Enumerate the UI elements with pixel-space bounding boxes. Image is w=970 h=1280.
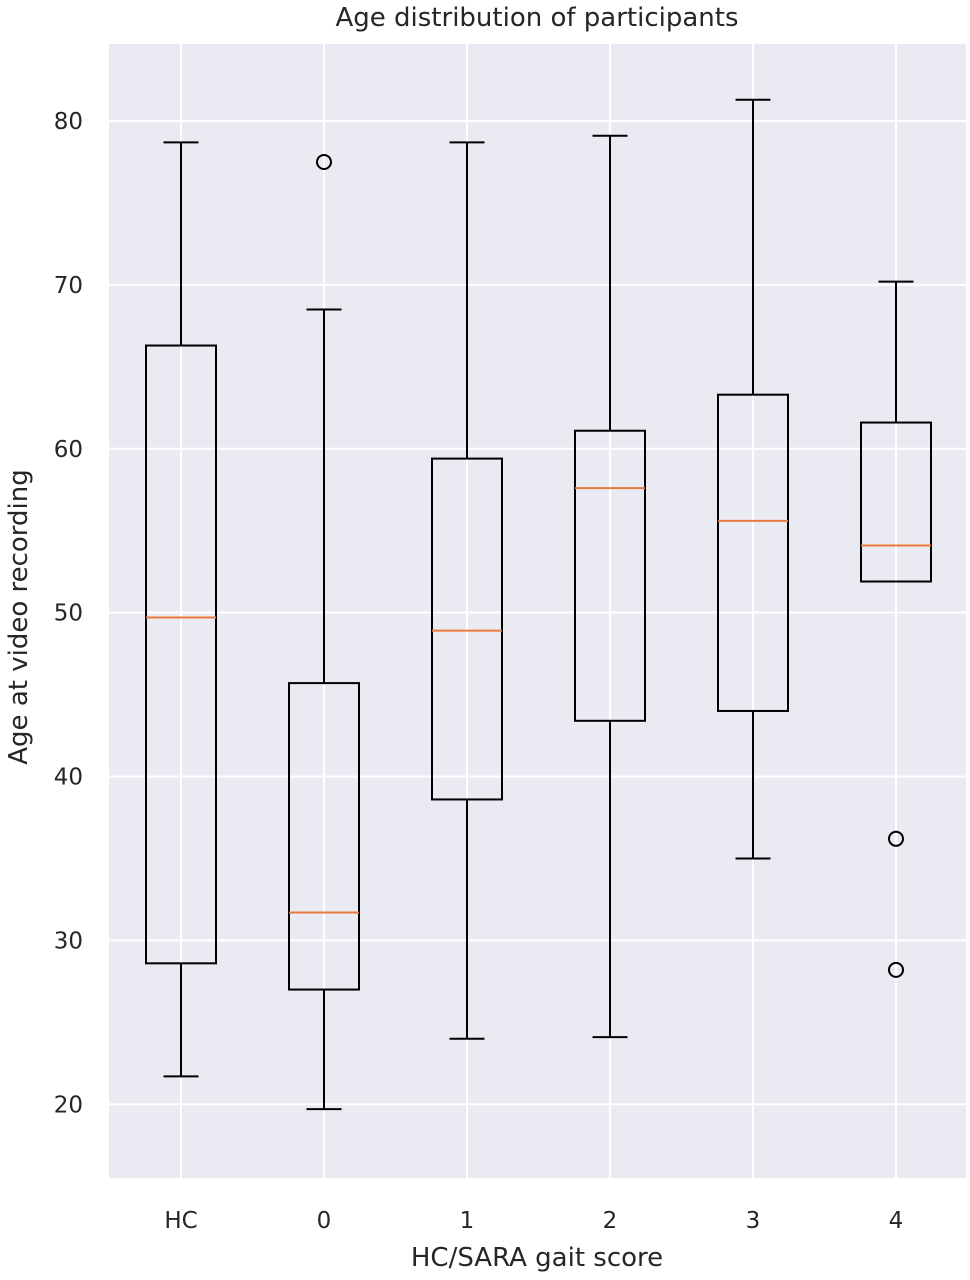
- box-HC: [145, 141, 217, 1078]
- x-tick-label: 1: [460, 1208, 475, 1234]
- x-tick-label: 4: [889, 1208, 904, 1234]
- x-tick-labels: HC 0 1 2 3 4: [164, 1208, 903, 1234]
- outlier-point: [888, 961, 904, 978]
- iqr-box: [288, 682, 360, 991]
- plot-background: [109, 44, 966, 1178]
- chart-title: Age distribution of participants: [335, 3, 738, 33]
- y-axis-label: Age at video recording: [4, 469, 34, 764]
- iqr-box: [574, 429, 646, 722]
- y-tick-labels: 20 30 40 50 60 70 80: [54, 109, 83, 1118]
- box-1: [431, 141, 503, 1040]
- x-axis-label: HC/SARA gait score: [411, 1243, 663, 1273]
- iqr-box: [860, 421, 932, 583]
- box-2: [574, 134, 646, 1039]
- box-3: [717, 98, 789, 860]
- y-tick-label: 50: [54, 601, 83, 627]
- outlier-point: [316, 153, 332, 170]
- iqr-box: [145, 344, 217, 965]
- box-4: [860, 280, 932, 978]
- x-tick-label: HC: [164, 1208, 197, 1234]
- y-tick-label: 20: [54, 1092, 83, 1118]
- y-tick-label: 30: [54, 928, 83, 954]
- y-tick-label: 40: [54, 765, 83, 791]
- iqr-box: [717, 393, 789, 712]
- y-tick-label: 80: [54, 109, 83, 135]
- y-tick-label: 70: [54, 273, 83, 299]
- x-tick-label: 3: [746, 1208, 761, 1234]
- box-series: [145, 98, 932, 1111]
- y-tick-label: 60: [54, 437, 83, 463]
- x-tick-label: 2: [603, 1208, 618, 1234]
- x-tick-label: 0: [317, 1208, 332, 1234]
- iqr-box: [431, 457, 503, 801]
- box-0: [288, 153, 360, 1111]
- outlier-point: [888, 830, 904, 847]
